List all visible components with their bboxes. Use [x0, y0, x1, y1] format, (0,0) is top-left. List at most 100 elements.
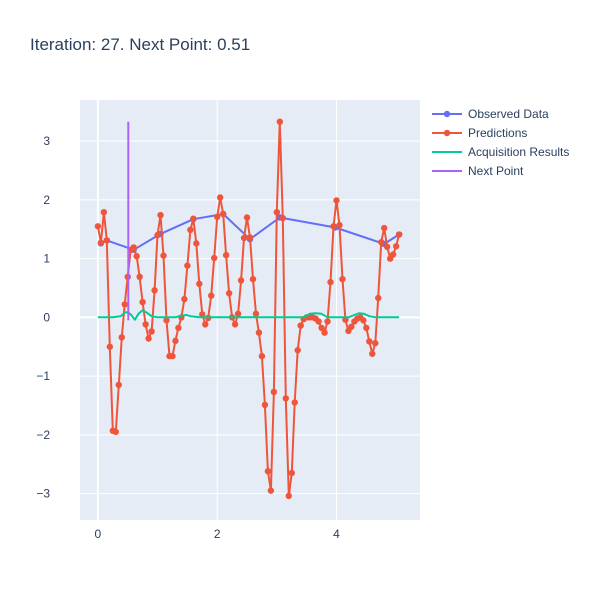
data-point: [190, 215, 197, 222]
data-point: [94, 223, 102, 230]
data-point: [136, 273, 143, 281]
y-tick-label: 1: [43, 252, 50, 266]
data-point: [327, 278, 334, 286]
legend-item-acquisition-results[interactable]: Acquisition Results: [432, 145, 569, 159]
legend-item-next-point[interactable]: Next Point: [432, 164, 524, 178]
data-point: [213, 213, 221, 221]
data-point: [360, 317, 367, 324]
y-axis-ticks: −3 −2 −1 0 1 2 3: [36, 134, 50, 500]
data-point: [231, 321, 239, 328]
data-point: [276, 118, 284, 125]
data-point: [139, 298, 146, 306]
data-point: [282, 395, 289, 402]
data-point: [237, 277, 245, 284]
y-tick-label: 3: [43, 134, 50, 148]
data-point: [216, 194, 224, 201]
data-point: [381, 224, 388, 232]
data-point: [363, 324, 370, 332]
data-point: [294, 347, 301, 354]
data-point: [261, 401, 269, 409]
data-point: [324, 318, 331, 325]
data-point: [348, 323, 355, 330]
data-point: [160, 252, 167, 259]
x-tick-label: 4: [333, 527, 340, 541]
data-point: [366, 338, 373, 345]
data-point: [211, 254, 218, 262]
data-point: [106, 343, 114, 350]
data-point: [193, 240, 200, 247]
data-point: [315, 318, 322, 325]
legend-label: Predictions: [468, 126, 527, 140]
data-point: [130, 244, 137, 251]
data-point: [219, 210, 227, 218]
plot-background: [80, 100, 420, 520]
data-point: [395, 231, 403, 238]
data-point: [196, 280, 203, 288]
data-point: [175, 324, 182, 332]
data-point: [112, 428, 119, 436]
data-point: [297, 322, 304, 329]
data-point: [151, 287, 158, 294]
data-point: [187, 226, 194, 234]
data-point: [181, 295, 188, 303]
data-point: [121, 301, 128, 308]
data-point: [336, 221, 343, 229]
data-point: [285, 492, 292, 500]
data-point: [267, 487, 275, 494]
data-point: [392, 243, 400, 250]
data-point: [103, 237, 111, 244]
data-point: [246, 234, 254, 241]
data-point: [222, 251, 230, 259]
legend-item-observed-data[interactable]: Observed Data: [432, 107, 549, 121]
legend-item-predictions[interactable]: Predictions: [432, 126, 527, 140]
data-point: [330, 223, 337, 230]
data-point: [115, 381, 122, 389]
data-point: [154, 231, 161, 239]
data-point: [288, 469, 295, 477]
data-point: [118, 334, 125, 341]
data-point: [369, 350, 376, 357]
data-point: [157, 211, 164, 219]
chart-title: Iteration: 27. Next Point: 0.51: [30, 35, 250, 54]
data-point: [383, 243, 391, 251]
data-point: [339, 275, 346, 283]
data-point: [163, 317, 170, 324]
data-point: [208, 292, 215, 299]
legend-marker: [443, 129, 451, 137]
data-point: [172, 337, 179, 345]
data-point: [389, 251, 397, 258]
data-point: [372, 339, 379, 347]
data-point: [252, 310, 260, 318]
data-point: [145, 335, 152, 342]
data-point: [249, 275, 257, 283]
legend-label: Acquisition Results: [468, 145, 569, 159]
y-tick-label: −1: [36, 369, 50, 383]
data-point: [333, 197, 340, 204]
data-point: [97, 239, 105, 246]
data-point: [240, 234, 248, 242]
legend-label: Next Point: [468, 164, 524, 178]
data-point: [273, 208, 281, 216]
data-point: [264, 468, 272, 475]
data-point: [243, 214, 251, 221]
legend[interactable]: Observed Data Predictions Acquisition Resu…: [432, 107, 569, 178]
series-predictions: [94, 118, 403, 500]
data-point: [255, 329, 263, 336]
data-point: [142, 321, 149, 328]
x-axis-ticks: 0 2 4: [95, 527, 341, 541]
data-point: [199, 311, 206, 318]
data-point: [321, 329, 328, 336]
data-point: [148, 328, 155, 335]
data-point: [291, 399, 298, 406]
y-tick-label: −2: [36, 428, 50, 442]
data-point: [169, 352, 176, 360]
data-point: [270, 388, 278, 396]
x-tick-label: 0: [95, 527, 102, 541]
series-acquisition-results: [97, 309, 400, 321]
data-point: [184, 262, 191, 269]
x-tick-label: 2: [214, 527, 221, 541]
data-point: [318, 324, 325, 332]
data-point: [258, 352, 266, 360]
legend-marker: [443, 110, 451, 118]
